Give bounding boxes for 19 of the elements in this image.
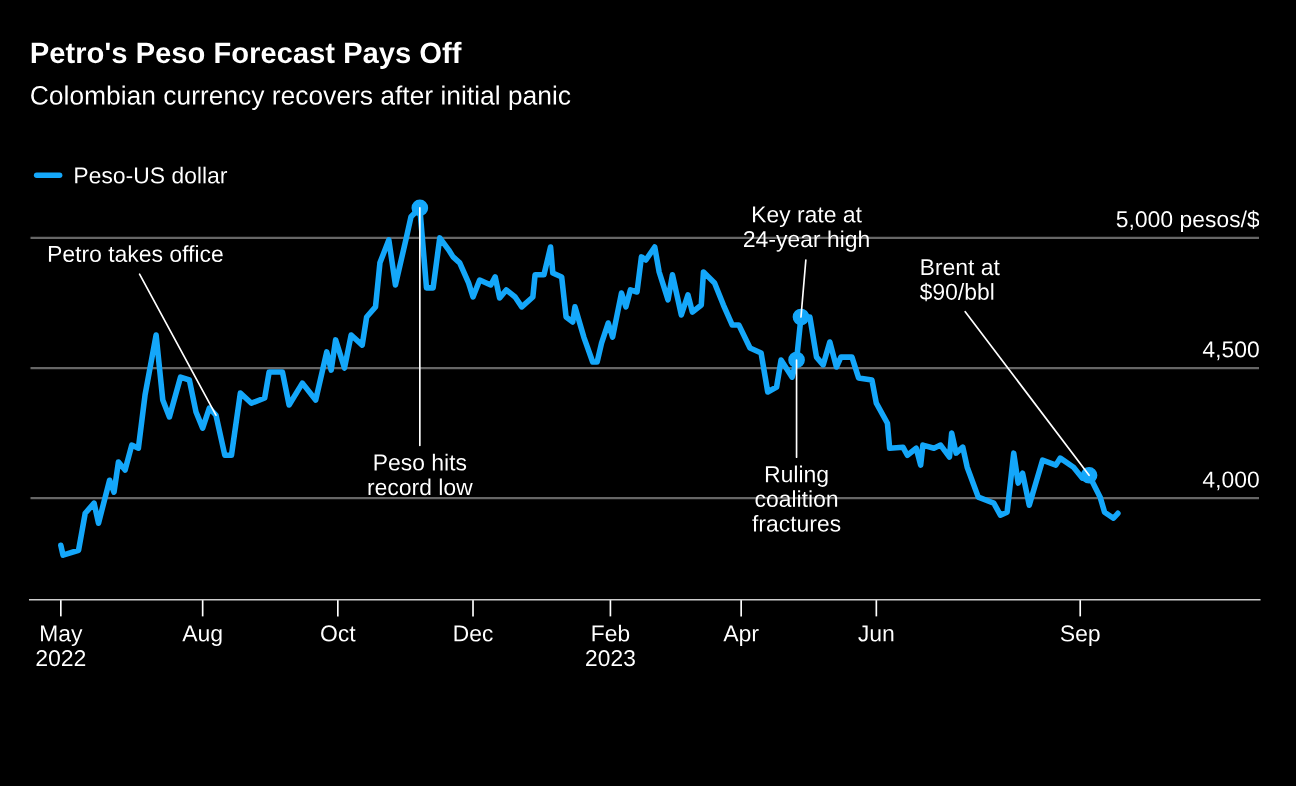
x-tick-label: May 2022	[36, 625, 86, 667]
annotation: Key rate at 24-year high	[744, 206, 869, 252]
x-tick-label: Apr	[723, 625, 759, 647]
annotation: Brent at $90/bbl	[919, 259, 1000, 302]
x-tick-label: Feb 2023	[586, 624, 635, 667]
x-tick-label: Dec	[454, 625, 493, 642]
x-tick-label: Sep	[1060, 625, 1100, 647]
x-tick-label: Jun	[858, 625, 894, 642]
annotation: Ruling coalition fractures	[752, 465, 841, 532]
annotation: Petro takes office	[48, 245, 223, 263]
legend-label: Peso-US dollar	[75, 166, 228, 184]
annotation: Peso hits record low	[368, 453, 473, 496]
y-tick-label: 4,000	[1202, 471, 1259, 491]
x-tick-label: Oct	[321, 625, 356, 642]
y-tick-label: 4,500	[1202, 341, 1259, 361]
y-tick-label: 5,000 pesos/$	[1116, 210, 1260, 232]
chart-title: Petro's Peso Forecast Pays Off	[31, 41, 462, 69]
chart-subtitle: Colombian currency recovers after initial panic	[31, 85, 571, 111]
x-tick-label: Aug	[182, 625, 222, 647]
